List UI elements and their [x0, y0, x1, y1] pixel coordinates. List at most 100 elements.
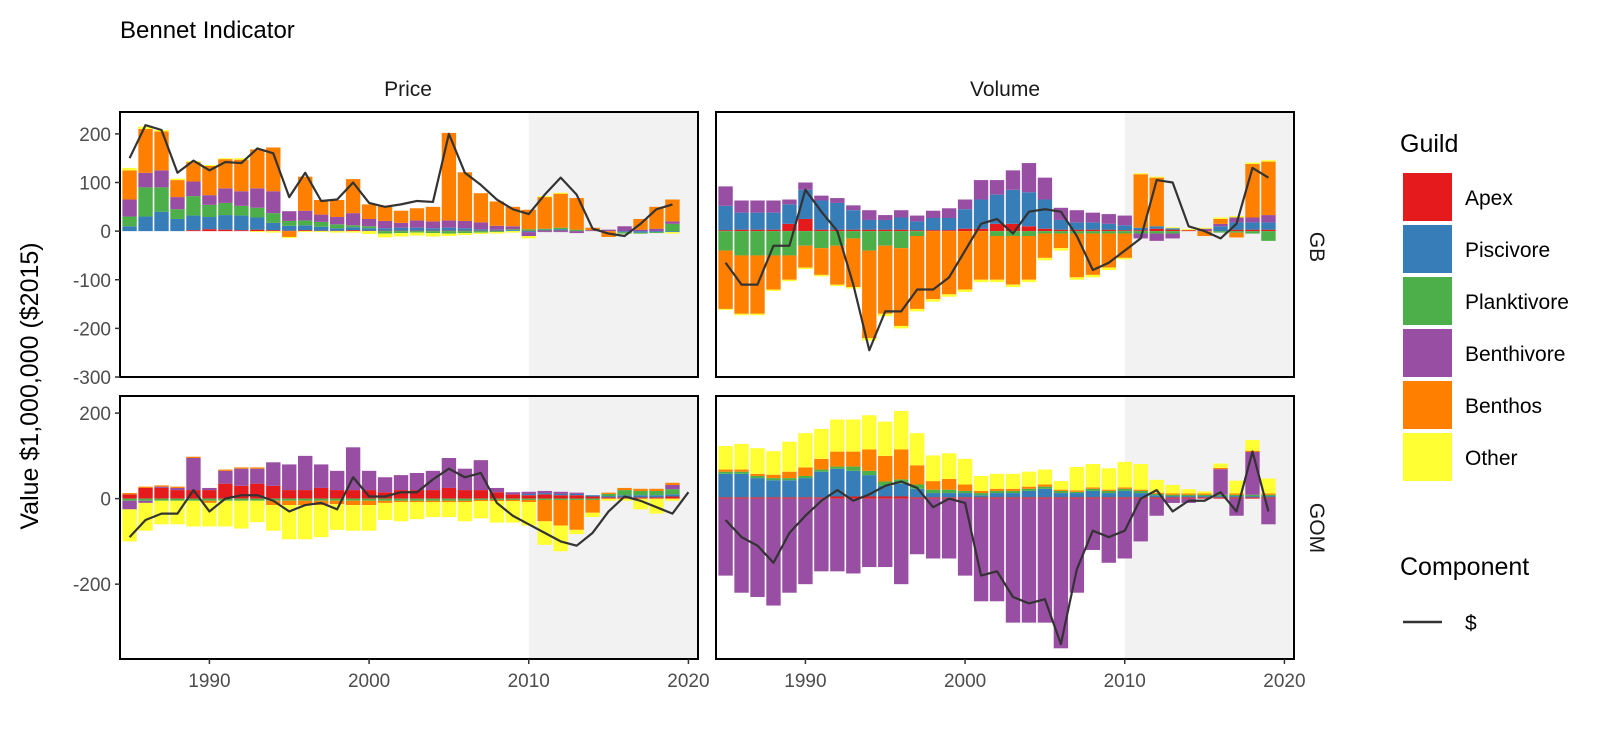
bar-benthivore-2011	[537, 490, 552, 494]
bar-apex-2008	[489, 230, 505, 232]
legend-label-piscivore: Piscivore	[1465, 239, 1550, 262]
bar-other-2006	[1053, 481, 1069, 490]
bar-apex-2003	[409, 230, 425, 232]
bar-piscivore-2006	[457, 228, 473, 231]
bar-benthos-2003	[1005, 488, 1021, 491]
bar-piscivore-2018	[1245, 222, 1260, 230]
strip-gom: GOM	[1305, 503, 1328, 553]
bar-other-1996	[894, 325, 909, 329]
bar-apex-1989	[186, 490, 201, 499]
bar-benthivore-2007	[1069, 210, 1085, 223]
bar-benthivore-2019	[665, 484, 680, 490]
bar-planktivore-1988	[170, 498, 185, 501]
bar-planktivore-1998	[329, 498, 345, 501]
bar-benthos-2019	[665, 199, 680, 222]
bar-benthivore-1988	[766, 498, 781, 606]
bar-benthos-1993	[250, 149, 265, 189]
bar-other-2003	[409, 232, 425, 236]
bar-apex-2003	[1005, 223, 1021, 232]
bar-apex-1987	[154, 487, 169, 499]
bar-apex-2010	[1117, 497, 1132, 499]
bar-benthivore-1986	[138, 172, 153, 188]
bar-benthivore-2002	[393, 475, 409, 491]
legend-guild-title: Guild	[1400, 130, 1458, 158]
bar-piscivore-2011	[537, 493, 552, 495]
bar-other-1991	[218, 158, 233, 160]
bar-planktivore-2005	[1037, 486, 1053, 489]
bar-piscivore-2009	[1101, 223, 1116, 230]
bar-other-1991	[814, 274, 829, 277]
bar-piscivore-1995	[878, 219, 893, 230]
bar-benthivore-2010	[521, 491, 536, 494]
bar-apex-2002	[393, 490, 409, 499]
bar-planktivore-2019	[1261, 231, 1276, 241]
x-tick-label: 2000	[944, 671, 986, 692]
strip-volume: Volume	[970, 78, 1040, 101]
bar-benthos-2000	[361, 500, 377, 506]
bar-apex-2008	[489, 492, 505, 499]
bar-benthivore-1997	[313, 464, 329, 488]
bar-other-2007	[473, 501, 489, 519]
bar-planktivore-2009	[1101, 231, 1116, 234]
bar-benthos-1987	[750, 473, 765, 476]
bar-other-1999	[941, 453, 957, 479]
bar-piscivore-1993	[250, 217, 265, 230]
bar-planktivore-1995	[282, 498, 297, 501]
bar-planktivore-2014	[585, 498, 600, 500]
bar-piscivore-1998	[925, 218, 941, 231]
bar-benthivore-2013	[569, 231, 584, 234]
bar-benthivore-2004	[1021, 163, 1037, 193]
bar-benthivore-2000	[957, 498, 973, 576]
bar-planktivore-2011	[1133, 490, 1148, 494]
bar-benthos-2002	[393, 500, 409, 503]
bar-benthos-2002	[989, 488, 1005, 491]
bar-benthos-2003	[409, 500, 425, 503]
bar-piscivore-2000	[957, 209, 973, 229]
bar-apex-2019	[665, 496, 680, 499]
bar-benthivore-1991	[814, 195, 829, 201]
bar-piscivore-1993	[846, 470, 861, 497]
bar-piscivore-1986	[138, 216, 153, 232]
legend-swatch-other	[1403, 433, 1452, 481]
strip-gb: GB	[1305, 232, 1328, 262]
bar-apex-2013	[569, 495, 584, 499]
bar-piscivore-2017	[633, 495, 648, 498]
bar-planktivore-2003	[409, 498, 425, 501]
bar-other-2008	[1085, 463, 1101, 488]
bar-benthivore-1993	[250, 188, 265, 208]
bar-other-2002	[393, 233, 409, 237]
bar-planktivore-2017	[633, 490, 648, 496]
bar-apex-1992	[830, 496, 845, 499]
bar-apex-1997	[313, 230, 329, 232]
bar-benthivore-2014	[585, 230, 600, 232]
bar-other-2013	[1165, 227, 1180, 229]
bar-piscivore-2002	[989, 493, 1005, 498]
bar-other-2006	[457, 233, 473, 236]
bar-apex-2011	[537, 494, 552, 499]
legend-swatch-benthivore	[1403, 329, 1452, 377]
bar-apex-1990	[202, 490, 217, 499]
bar-apex-1997	[909, 230, 925, 232]
bar-other-2002	[393, 502, 409, 522]
bar-other-1992	[830, 284, 845, 287]
bar-planktivore-1991	[814, 469, 829, 472]
bar-piscivore-2010	[521, 493, 536, 496]
bar-planktivore-1992	[234, 498, 249, 501]
bar-other-2015	[1197, 491, 1212, 494]
bar-planktivore-2012	[553, 227, 568, 230]
bar-planktivore-2018	[649, 490, 664, 496]
bar-apex-1991	[814, 229, 829, 232]
bar-benthivore-1995	[878, 215, 893, 220]
bar-apex-2013	[1165, 229, 1180, 232]
bar-other-1997	[313, 231, 329, 233]
bar-benthivore-1993	[250, 468, 265, 484]
bar-apex-1991	[218, 229, 233, 232]
bar-benthos-1992	[830, 245, 845, 285]
bar-benthivore-2010	[1117, 215, 1132, 226]
bar-apex-2002	[393, 230, 409, 232]
bar-benthos-1997	[313, 200, 329, 215]
bar-apex-1993	[846, 229, 861, 232]
bar-other-1992	[234, 500, 249, 529]
bar-benthivore-1987	[750, 200, 765, 213]
bar-apex-1996	[894, 229, 909, 232]
